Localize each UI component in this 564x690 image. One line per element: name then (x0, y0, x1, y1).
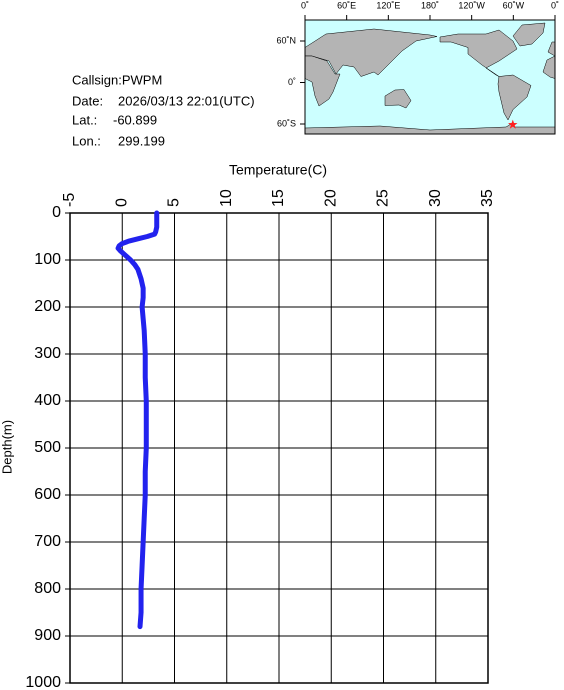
map (304, 19, 556, 135)
y-tick-label: 1000 (25, 674, 61, 690)
y-axis-title: Depth(m) (0, 420, 14, 474)
x-tick-label: 5 (166, 198, 183, 207)
map-lon-label: 120˚W (458, 0, 485, 10)
x-tick-label: 35 (479, 189, 496, 207)
date-label: Date: (72, 93, 103, 108)
map-lon-label: 0˚ (551, 0, 559, 10)
y-tick-label: 900 (34, 627, 61, 644)
callsign: Callsign:PWPM (72, 72, 162, 87)
map-lon-label: 180˚ (421, 0, 439, 10)
y-tick-label: 300 (34, 345, 61, 362)
y-tick-label: 800 (34, 580, 61, 597)
x-tick-label: 15 (270, 189, 287, 207)
y-tick-label: 500 (34, 439, 61, 456)
x-tick-label: 10 (218, 189, 235, 207)
x-tick-label: -5 (61, 193, 78, 207)
x-tick-label: 20 (322, 189, 339, 207)
map-lon-label: 120˚E (376, 0, 400, 10)
lat-label: Lat.: (72, 112, 97, 127)
temperature-profile (115, 210, 160, 630)
north-america (439, 29, 518, 77)
station-marker (508, 119, 518, 129)
y-tick-label: 100 (34, 251, 61, 268)
plot-frame (69, 212, 489, 684)
x-axis-title: Temperature(C) (229, 162, 327, 178)
lon-label: Lon.: (72, 133, 101, 148)
south-america (497, 74, 532, 121)
y-tick-label: 600 (34, 486, 61, 503)
greenland (512, 22, 546, 47)
map-lat-label: 0˚ (288, 77, 296, 87)
map-lon-label: 0˚ (301, 0, 309, 10)
map-lat-label: 60˚S (277, 118, 296, 128)
y-tick-label: 400 (34, 392, 61, 409)
map-lon-label: 60˚W (503, 0, 525, 10)
australia (384, 89, 412, 109)
map-lat-label: 60˚N (276, 35, 296, 45)
y-tick-label: 200 (34, 298, 61, 315)
eurasia (304, 28, 438, 77)
y-tick-label: 700 (34, 533, 61, 550)
x-tick-label: 25 (375, 189, 392, 207)
y-tick-label: 0 (52, 204, 61, 221)
map-lon-label: 60˚E (337, 0, 356, 10)
africa (304, 55, 341, 107)
x-tick-label: 30 (427, 189, 444, 207)
lon: 299.199 (118, 133, 165, 148)
x-tick-label: 0 (113, 198, 130, 207)
lat: -60.899 (113, 112, 157, 127)
date: 2026/03/13 22:01(UTC) (118, 93, 255, 108)
